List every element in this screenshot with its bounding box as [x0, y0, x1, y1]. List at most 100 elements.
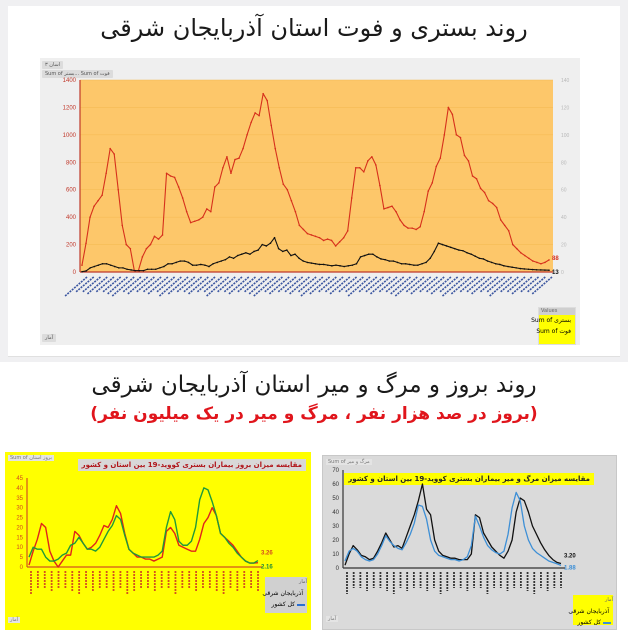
bottom-tag[interactable]: آمار — [8, 617, 21, 623]
y-tick-label: 1400 — [63, 78, 77, 84]
series-end-label: 88 — [552, 256, 559, 262]
x-tick-label — [126, 276, 149, 296]
y-tick-label: 0 — [73, 270, 77, 276]
x-tick-label — [121, 276, 142, 294]
y-tick-label: 10 — [332, 552, 339, 558]
series-line — [344, 491, 562, 566]
x-tick-label — [324, 276, 344, 294]
y-tick-label: 60 — [332, 482, 339, 488]
x-tick-label — [142, 276, 162, 294]
y-tick-label: 15 — [16, 535, 23, 541]
bottom-tag[interactable]: آمار — [42, 334, 57, 342]
x-tick-label — [155, 276, 176, 294]
y-tick-label: 5 — [20, 555, 24, 561]
series-end-label: 3.20 — [564, 554, 576, 560]
y-tick-label: 1000 — [63, 133, 77, 139]
y-tick-label: 0 — [20, 565, 24, 571]
x-tick-label — [458, 276, 479, 294]
legend-header: Values — [539, 308, 575, 315]
legend-item-province[interactable]: آذربایجان شرقی — [568, 606, 613, 617]
y2-tick-label: 100 — [561, 133, 570, 139]
x-tick-label — [369, 276, 391, 296]
series-line — [344, 483, 562, 566]
x-tick-label — [378, 276, 398, 294]
x-tick-label — [384, 276, 405, 294]
legend-item-country[interactable]: کل کشور — [265, 599, 307, 610]
x-tick-label — [357, 276, 378, 294]
field-tag[interactable]: Sum of مرگ و میر — [326, 459, 372, 465]
incidence-chart-legend: آمار آذربایجان شرقی کل کشور — [262, 577, 307, 613]
legend-label: کل کشور — [577, 619, 601, 626]
y2-tick-label: 60 — [561, 188, 567, 194]
y2-tick-label: 80 — [561, 160, 567, 166]
y-tick-label: 600 — [66, 188, 77, 194]
x-tick-label — [205, 276, 230, 298]
top-chart-legend: Values بستری Sum of فوت Sum of — [531, 307, 576, 345]
x-tick-label — [470, 276, 492, 296]
y-tick-label: 0 — [336, 566, 340, 572]
y-tick-label: 45 — [16, 476, 23, 482]
field-tag[interactable]: Sum of بروز استان — [8, 455, 55, 461]
y-tick-label: 30 — [16, 506, 23, 512]
legend-item-hospitalized[interactable]: بستری Sum of — [531, 315, 575, 326]
y-tick-label: 70 — [332, 468, 339, 474]
y-tick-label: 1200 — [63, 105, 77, 111]
legend-label: آذربایجان شرقی — [568, 608, 609, 615]
legend-header: آمار — [298, 579, 307, 585]
x-tick-label — [236, 276, 256, 294]
x-tick-label — [488, 276, 513, 298]
x-tick-label — [223, 276, 243, 294]
legend-swatch-blue — [297, 603, 305, 606]
x-tick-label — [276, 276, 297, 294]
x-tick-label — [425, 276, 445, 294]
legend-label: کل کشور — [271, 601, 295, 608]
y-tick-label: 10 — [16, 545, 23, 551]
x-tick-label — [175, 276, 196, 294]
section-subtitle: (بروز در صد هزار نفر ، مرگ و میر در یک م… — [90, 404, 538, 424]
y-tick-label: 800 — [66, 160, 77, 166]
legend-swatch-blue — [603, 621, 611, 624]
x-tick-label — [247, 276, 270, 296]
y-tick-label: 50 — [332, 496, 339, 502]
top-chart-title: روند بستری و فوت استان آذربایجان شرقی — [100, 14, 528, 42]
x-tick-label — [106, 276, 128, 296]
y-tick-label: 400 — [66, 215, 77, 221]
legend-label: آذربایجان شرقی — [262, 590, 303, 597]
x-tick-label — [263, 276, 283, 294]
x-tick-label — [519, 276, 540, 294]
x-tick-label — [283, 276, 304, 294]
y2-tick-label: 140 — [561, 78, 570, 84]
x-tick-label — [328, 276, 351, 296]
section-title: روند بروز و مرگ و میر استان آذربایجان شر… — [91, 372, 537, 398]
x-tick-label — [429, 276, 452, 296]
x-tick-label — [95, 276, 115, 294]
x-tick-label — [288, 276, 310, 296]
x-tick-label — [465, 276, 486, 294]
x-tick-label — [441, 276, 465, 298]
x-tick-label — [86, 276, 108, 296]
y-tick-label: 40 — [16, 486, 23, 492]
series-end-label: 1.88 — [564, 565, 576, 571]
field-tags[interactable]: Sum of بستر... Sum of فوت — [42, 70, 113, 78]
legend-item-country[interactable]: کل کشور — [573, 617, 613, 628]
bottom-tag[interactable]: آمار — [326, 616, 339, 622]
legend-item-province[interactable]: آذربایجان شرقی — [262, 588, 307, 599]
x-tick-label — [317, 276, 337, 294]
series-line — [28, 487, 259, 564]
legend-item-deaths[interactable]: فوت Sum of — [536, 326, 575, 337]
legend-label: بستری Sum of — [531, 317, 571, 324]
x-tick-label — [297, 276, 317, 294]
mortality-chart-panel: Sum of مرگ و میر مقایسه میزان مرگ و میر … — [322, 455, 617, 630]
x-tick-label — [530, 276, 553, 296]
x-tick-label — [158, 276, 182, 298]
x-tick-label — [146, 276, 169, 296]
x-tick-label — [227, 276, 250, 296]
x-tick-label — [346, 276, 371, 298]
x-tick-label — [499, 276, 519, 294]
filter-tag[interactable]: اسان ۳ — [42, 61, 64, 69]
incidence-chart-title: مقایسه میزان بروز بیماران بستری کووید-19… — [77, 459, 306, 471]
x-tick-label — [409, 276, 432, 296]
y-tick-label: 30 — [332, 524, 339, 530]
y2-tick-label: 120 — [561, 105, 570, 111]
y-tick-label: 200 — [66, 243, 77, 249]
